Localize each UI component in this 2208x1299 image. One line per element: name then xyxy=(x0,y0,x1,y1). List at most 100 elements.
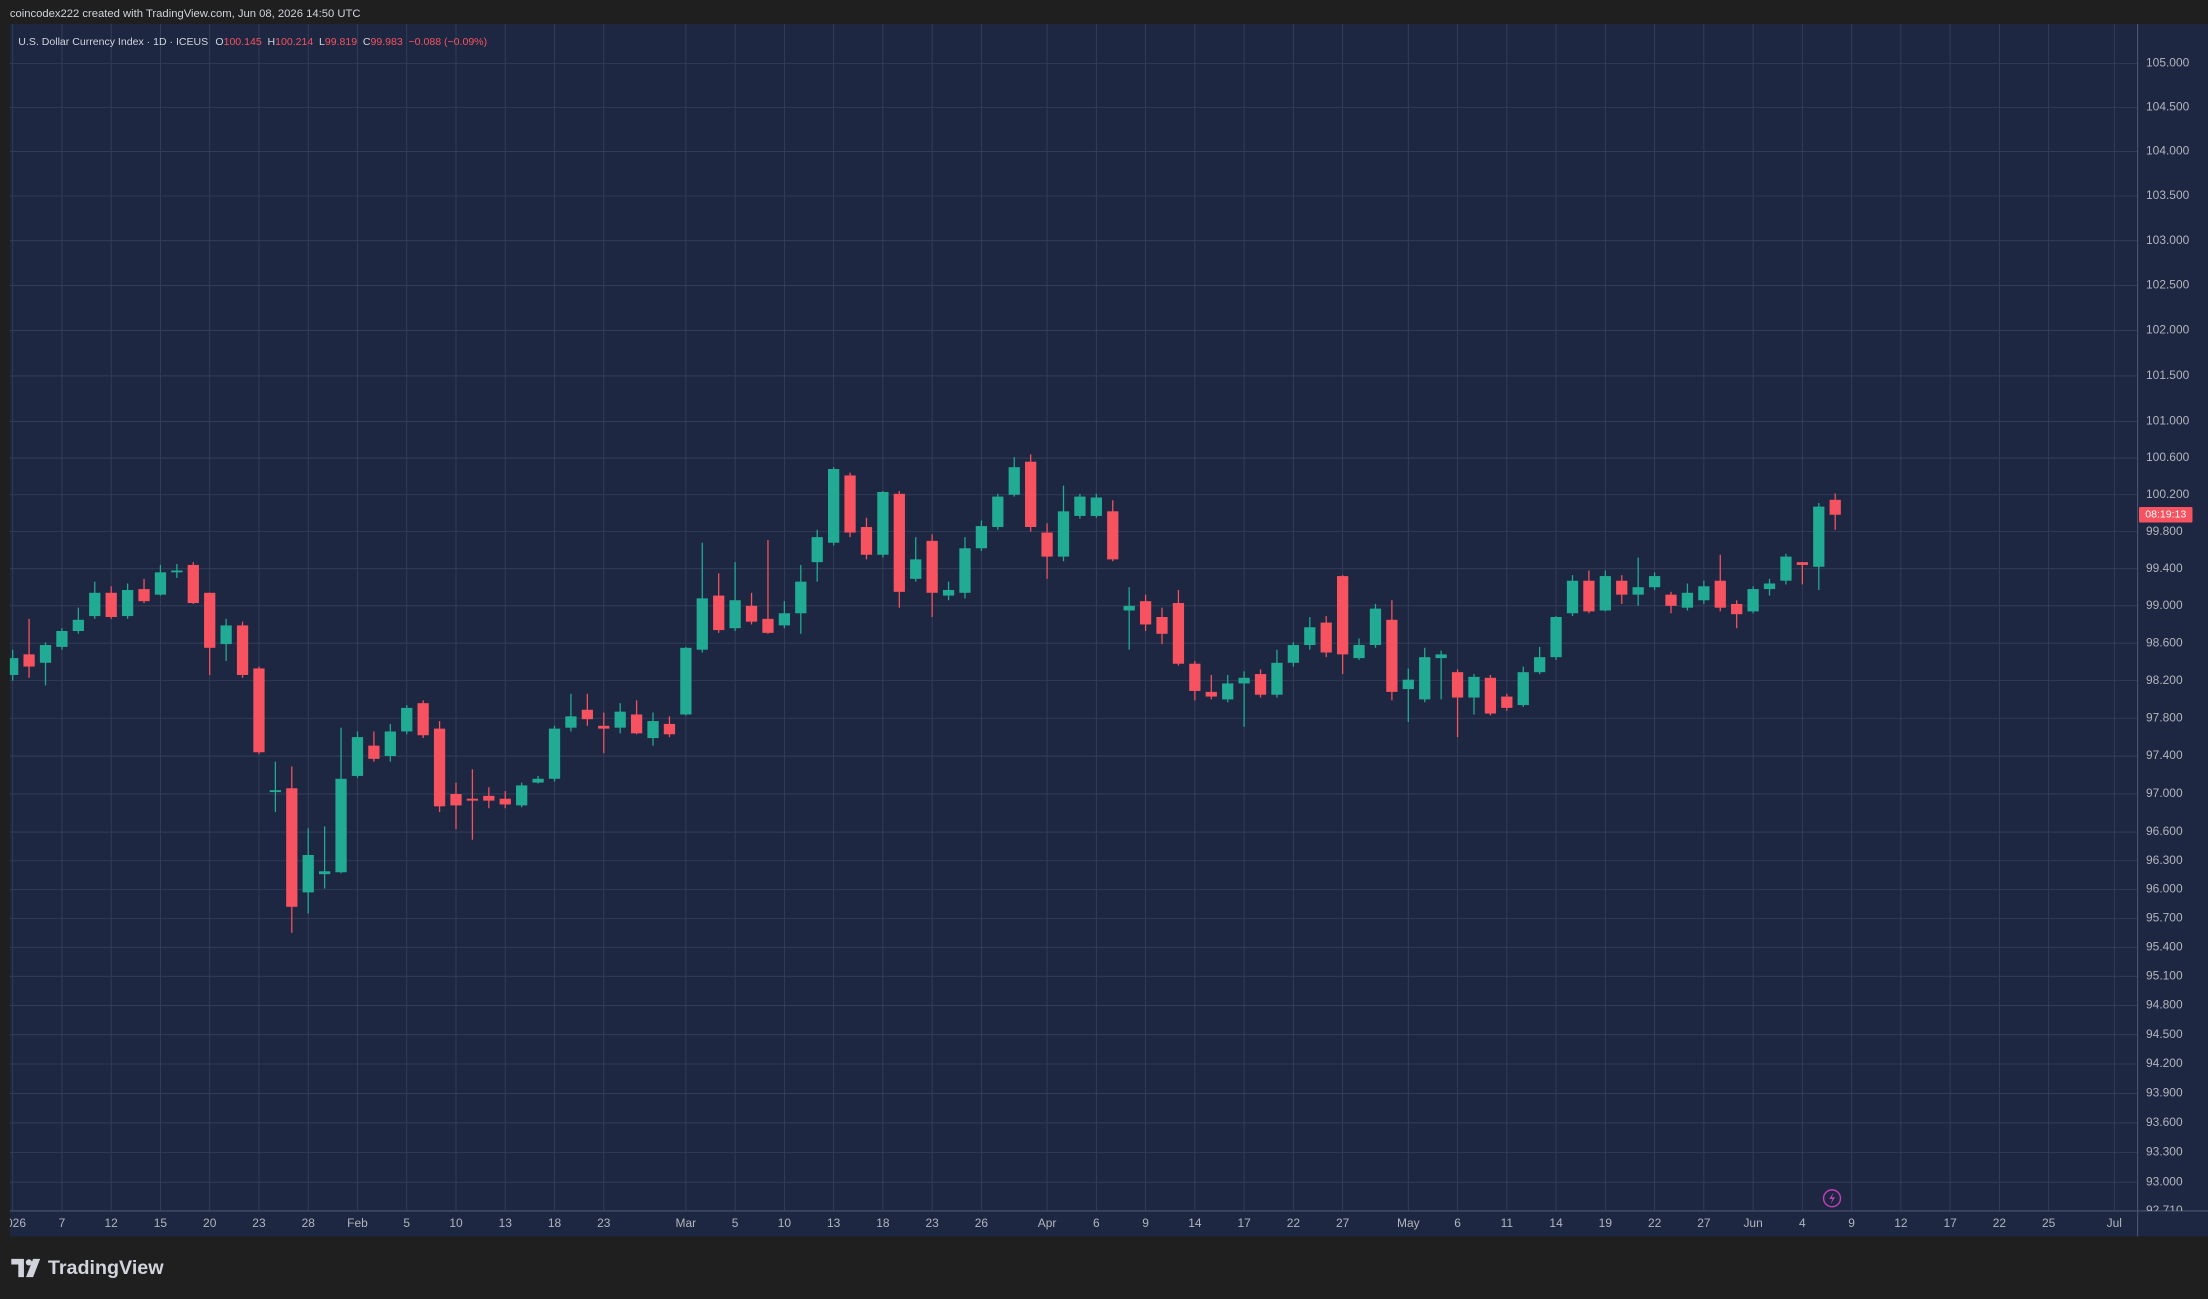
brand-name: TradingView xyxy=(48,1257,164,1279)
candle-body xyxy=(992,496,1004,528)
y-tick-label: 98.600 xyxy=(2146,635,2183,649)
candle-body xyxy=(72,619,84,631)
candle-body xyxy=(516,785,528,806)
candle-body xyxy=(1189,663,1201,691)
y-tick-label: 94.200 xyxy=(2146,1056,2183,1070)
candle-body xyxy=(171,570,183,573)
candle-body xyxy=(121,590,134,617)
y-tick-label: 95.400 xyxy=(2146,939,2183,953)
candle-body xyxy=(1402,679,1414,690)
grid xyxy=(9,23,2138,1211)
candle-body xyxy=(926,540,938,593)
x-tick-label: Mar xyxy=(676,1216,697,1230)
event-icon[interactable] xyxy=(1822,1189,1842,1208)
x-tick-label: 23 xyxy=(597,1216,611,1230)
candle-body xyxy=(1763,583,1776,590)
candle-body xyxy=(1041,532,1053,557)
countdown-tag xyxy=(2139,506,2193,523)
logo-mark xyxy=(11,1258,24,1278)
countdown-label: 08:19:13 xyxy=(2145,509,2186,521)
candle-body xyxy=(105,592,117,618)
candle-body xyxy=(811,537,823,563)
candle-body xyxy=(1156,617,1168,634)
candle-body xyxy=(319,871,331,875)
candle-body xyxy=(713,595,725,631)
candle-body xyxy=(1304,627,1316,646)
candle-body xyxy=(1648,576,1661,588)
candle-body xyxy=(696,598,708,650)
candle-body xyxy=(680,647,692,715)
candle-body xyxy=(417,703,429,736)
high-value: 100.214 xyxy=(275,36,313,48)
candle-body xyxy=(614,711,626,728)
candle-body xyxy=(1468,676,1480,698)
candle-body xyxy=(1435,654,1447,659)
candle-body xyxy=(1616,580,1628,595)
candle-body xyxy=(844,475,856,533)
y-tick-label: 93.600 xyxy=(2146,1115,2183,1129)
x-tick-label: 22 xyxy=(1648,1216,1662,1230)
candle-body xyxy=(1139,601,1152,625)
x-tick-label: 13 xyxy=(827,1216,841,1230)
candle-body xyxy=(910,559,922,579)
x-tick-label: 14 xyxy=(1188,1216,1202,1230)
y-tick-label: 94.500 xyxy=(2146,1027,2183,1041)
candle-body xyxy=(89,592,101,617)
y-tick-label: 103.500 xyxy=(2146,188,2190,202)
candle-body xyxy=(1320,622,1332,653)
y-tick-label: 95.700 xyxy=(2146,911,2183,925)
candle-body xyxy=(565,716,577,728)
x-tick-label: 13 xyxy=(499,1216,513,1230)
x-tick-label: 18 xyxy=(548,1216,562,1230)
candle-body xyxy=(1747,589,1759,612)
candle-body xyxy=(1205,691,1217,697)
candle-body xyxy=(598,725,610,729)
y-tick-label: 98.200 xyxy=(2146,673,2183,687)
x-tick-label: 7 xyxy=(59,1216,66,1230)
x-tick-label: 6 xyxy=(1093,1216,1100,1230)
candle-body xyxy=(1714,580,1726,608)
candle-body xyxy=(56,630,68,647)
x-tick-label: 27 xyxy=(1697,1216,1711,1230)
x-tick-label: 17 xyxy=(1237,1216,1251,1230)
candle-body xyxy=(433,728,446,807)
y-tick-label: 97.000 xyxy=(2146,786,2183,800)
y-tick-label: 95.100 xyxy=(2146,968,2183,982)
candle-body xyxy=(302,854,314,893)
x-tick-label: 9 xyxy=(1848,1216,1855,1230)
candle-body xyxy=(1254,674,1267,695)
candle-body xyxy=(1829,499,1841,515)
candle-body xyxy=(1813,506,1825,567)
x-tick-label: Feb xyxy=(347,1216,368,1230)
brand-logo[interactable]: TradingView xyxy=(11,1257,164,1279)
y-tick-label: 96.600 xyxy=(2146,824,2183,838)
candle-body xyxy=(1172,603,1185,664)
y-tick-label: 96.300 xyxy=(2146,853,2183,867)
y-tick-label: 105.000 xyxy=(2146,56,2190,70)
y-tick-label: 100.200 xyxy=(2146,487,2190,501)
candle-body xyxy=(466,798,479,801)
x-tick-label: 4 xyxy=(1799,1216,1806,1230)
x-tick-label: Apr xyxy=(1038,1216,1057,1230)
candle-body xyxy=(663,723,676,735)
time-axis: 2026 7 12 15 20 23 28 Feb 5 10 13 18 23 Mar 5 10 13 18 23 2… xyxy=(10,1216,2122,1230)
candle-body xyxy=(187,564,199,604)
x-tick-label: 22 xyxy=(1287,1216,1301,1230)
price-axis: 105.000 104.500 104.000 103.500 103.000 102.5… xyxy=(2146,56,2190,1211)
candle-body xyxy=(1353,645,1365,659)
candle-body xyxy=(39,645,52,663)
x-tick-label: 14 xyxy=(1549,1216,1563,1230)
x-tick-label: 6 xyxy=(1454,1216,1461,1230)
y-tick-label: 104.000 xyxy=(2146,144,2190,158)
y-tick-label: 94.800 xyxy=(2146,998,2183,1012)
candle-body xyxy=(9,658,19,675)
y-tick-label: 99.400 xyxy=(2146,561,2183,575)
candle-body xyxy=(778,613,791,626)
x-tick-label: 15 xyxy=(154,1216,168,1230)
x-tick-label: Jun xyxy=(1743,1216,1762,1230)
candle-body xyxy=(1123,605,1135,611)
candle-body xyxy=(1386,619,1398,692)
open-label: O xyxy=(215,36,223,48)
candle-body xyxy=(138,589,150,602)
